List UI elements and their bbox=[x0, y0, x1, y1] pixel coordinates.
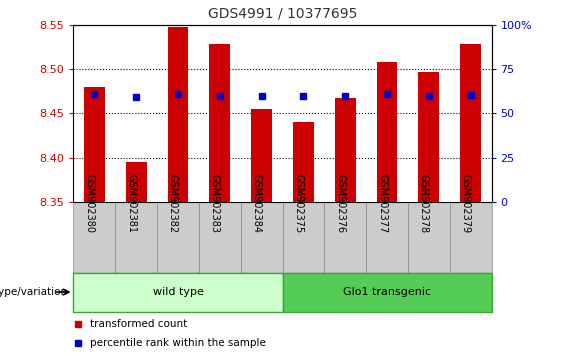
Text: GSM902377: GSM902377 bbox=[377, 174, 387, 234]
Text: wild type: wild type bbox=[153, 287, 203, 297]
Bar bbox=[209, 44, 231, 202]
Bar bbox=[450, 202, 492, 273]
Text: Glo1 transgenic: Glo1 transgenic bbox=[343, 287, 431, 297]
Text: GSM902376: GSM902376 bbox=[335, 174, 345, 234]
Text: GSM902383: GSM902383 bbox=[210, 175, 220, 233]
Bar bbox=[418, 72, 440, 202]
Title: GDS4991 / 10377695: GDS4991 / 10377695 bbox=[208, 7, 357, 21]
Bar bbox=[167, 27, 189, 202]
Bar bbox=[199, 202, 241, 273]
Bar bbox=[157, 202, 199, 273]
Text: GSM902382: GSM902382 bbox=[168, 174, 178, 234]
Text: GSM902379: GSM902379 bbox=[460, 174, 471, 234]
Bar bbox=[293, 122, 314, 202]
Text: GSM902380: GSM902380 bbox=[84, 175, 94, 233]
Bar bbox=[282, 202, 324, 273]
Bar bbox=[251, 109, 272, 202]
Bar bbox=[115, 202, 157, 273]
Bar bbox=[241, 202, 282, 273]
Bar bbox=[366, 202, 408, 273]
Bar bbox=[460, 44, 481, 202]
Bar bbox=[84, 87, 105, 202]
Text: percentile rank within the sample: percentile rank within the sample bbox=[90, 338, 266, 348]
Bar bbox=[73, 273, 282, 312]
Text: GSM902384: GSM902384 bbox=[251, 175, 262, 233]
Bar bbox=[324, 202, 366, 273]
Bar bbox=[377, 62, 398, 202]
Bar bbox=[408, 202, 450, 273]
Text: GSM902378: GSM902378 bbox=[419, 174, 429, 234]
Bar bbox=[334, 98, 356, 202]
Text: transformed count: transformed count bbox=[90, 319, 188, 329]
Bar bbox=[73, 202, 115, 273]
Bar bbox=[125, 162, 147, 202]
Text: GSM902381: GSM902381 bbox=[126, 175, 136, 233]
Text: GSM902375: GSM902375 bbox=[293, 174, 303, 234]
Bar bbox=[282, 273, 492, 312]
Text: genotype/variation: genotype/variation bbox=[0, 287, 68, 297]
